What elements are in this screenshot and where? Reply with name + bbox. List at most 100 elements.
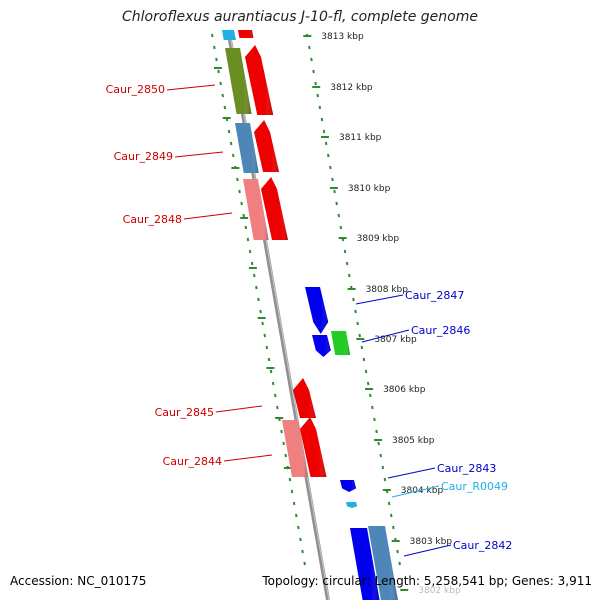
- right-track-border: [339, 225, 343, 230]
- left-track-border: [280, 429, 283, 434]
- left-track-border: [240, 201, 243, 206]
- left-track-border: [223, 105, 227, 110]
- right-track-border: [314, 81, 317, 86]
- scale-tick-label: 3809 kbp: [357, 234, 400, 244]
- gene-Caur_2844-shade: [282, 420, 308, 477]
- left-track-border: [252, 273, 256, 278]
- gene-Caur_2846-shade: [331, 331, 351, 355]
- gene-Caur_2847b-shade: [312, 335, 331, 357]
- right-track-border: [373, 417, 376, 422]
- right-track-border: [308, 45, 311, 50]
- gene-Caur_2848-leader: [183, 212, 233, 220]
- left-track-border: [231, 153, 235, 158]
- partial-gene-red-top-shade: [238, 30, 254, 38]
- right-track-border: [316, 93, 320, 98]
- gene-Caur_2848-orf-shade: [261, 177, 289, 240]
- partial-gene-cyan-shade: [222, 30, 236, 40]
- left-track-border: [257, 297, 260, 302]
- right-track-border: [375, 429, 378, 434]
- left-track-border: [255, 285, 258, 290]
- scale-tick-label: 3811 kbp: [339, 133, 382, 143]
- right-track-border: [396, 549, 399, 554]
- right-track-border: [389, 513, 393, 518]
- right-track-border: [324, 141, 328, 146]
- right-track-border: [387, 501, 391, 506]
- right-track-border: [337, 213, 341, 218]
- right-track-border: [379, 453, 383, 458]
- gene-Caur_2844-orf-shade: [300, 417, 327, 477]
- left-track-border: [246, 237, 250, 242]
- gene-Caur_2845-label: Caur_2845: [155, 406, 214, 419]
- gene-Caur_2850-orf-shade: [245, 45, 274, 115]
- right-track-border: [398, 561, 401, 566]
- left-track-border: [242, 213, 246, 218]
- left-track-border: [303, 561, 306, 566]
- gene-Caur_2847-label: Caur_2847: [405, 289, 464, 302]
- right-track-border: [320, 117, 324, 122]
- right-track-border: [356, 321, 359, 326]
- right-track-border: [368, 393, 372, 398]
- left-track-border: [259, 309, 262, 314]
- gene-Caur_2849-shade: [235, 123, 259, 173]
- right-track-border: [392, 525, 395, 530]
- tick-layer: 3813 kbp 3812 kbp 3811 kbp 3810 kbp 3809 kbp…: [210, 32, 461, 596]
- gene-Caur_2845-leader: [215, 405, 263, 413]
- gene-Caur_2847-shade: [305, 287, 329, 334]
- scale-tick-label: 3807 kbp: [374, 335, 417, 345]
- right-track-border: [366, 381, 370, 386]
- left-track-border: [219, 81, 222, 86]
- right-track-border: [322, 129, 326, 134]
- right-track-border: [377, 441, 380, 446]
- gene-Caur_2842-leader: [403, 544, 452, 557]
- scale-tick-label: 3812 kbp: [330, 83, 373, 93]
- gene-Caur_2845-shade: [293, 378, 316, 418]
- left-track-border: [227, 129, 231, 134]
- left-track-border: [210, 33, 214, 38]
- right-track-border: [371, 405, 374, 410]
- scale-tick-label: 3805 kbp: [392, 436, 435, 446]
- left-track-border: [236, 177, 239, 182]
- right-track-border: [362, 357, 366, 362]
- gene-Caur_2846-label: Caur_2846: [411, 324, 470, 337]
- scale-tick-label: 3808 kbp: [366, 285, 409, 295]
- gene-Caur_2842-neighbour-shade: [368, 526, 398, 600]
- right-track-border: [360, 345, 364, 350]
- left-track-border: [250, 261, 254, 266]
- right-track-border: [352, 297, 355, 302]
- gene-Caur_2843-leader: [387, 467, 436, 479]
- right-track-border: [383, 477, 387, 482]
- gene-Caur_R0049-label: Caur_R0049: [441, 480, 508, 493]
- gene-Caur_2849-label: Caur_2849: [114, 150, 173, 163]
- right-track-border: [329, 165, 332, 170]
- left-track-border: [269, 369, 273, 374]
- left-track-border: [229, 141, 233, 146]
- left-track-border: [282, 441, 285, 446]
- gene-Caur_R0049-shade: [346, 502, 358, 508]
- scale-tick-label: 3804 kbp: [401, 486, 444, 496]
- left-track-border: [244, 225, 248, 230]
- scale-tick-label: 3810 kbp: [348, 184, 391, 194]
- right-track-border: [364, 369, 368, 374]
- right-track-border: [358, 333, 362, 338]
- gene-Caur_2850-shade: [225, 48, 252, 114]
- left-track-border: [288, 477, 292, 482]
- gene-layer: [222, 30, 398, 600]
- gene-Caur_2849-leader: [174, 151, 224, 158]
- right-track-border: [345, 261, 349, 266]
- gene-Caur_2842-shade: [350, 528, 380, 600]
- scale-tick-label: 3802 kbp: [418, 586, 461, 596]
- left-track-border: [297, 525, 300, 530]
- right-track-border: [331, 177, 334, 182]
- gene-Caur_2842-label: Caur_2842: [453, 539, 512, 552]
- right-track-border: [310, 57, 313, 62]
- right-track-border: [318, 105, 322, 110]
- left-track-border: [292, 501, 296, 506]
- left-track-border: [299, 537, 302, 542]
- left-track-border: [284, 453, 288, 458]
- left-track-border: [221, 93, 225, 98]
- gene-Caur_2844-label: Caur_2844: [163, 455, 222, 468]
- right-track-border: [312, 69, 315, 74]
- left-track-border: [263, 333, 267, 338]
